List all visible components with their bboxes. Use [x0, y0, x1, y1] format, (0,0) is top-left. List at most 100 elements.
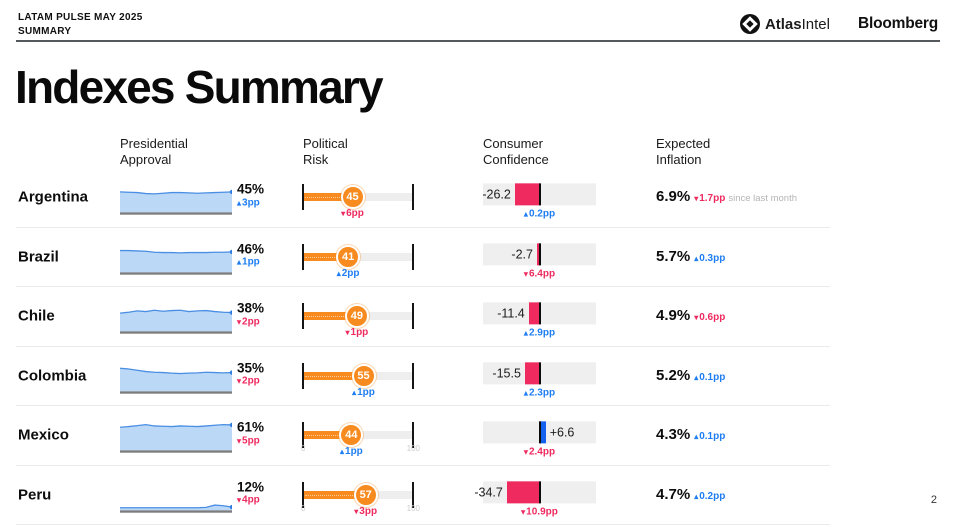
confidence-delta: ▴2.3pp	[524, 387, 555, 398]
table-row-chile: Chile 38% ▾2pp 49 ▾1pp -11.4 ▴2.9pp 4.9% ▾0.6pp	[16, 287, 830, 347]
inflation-delta-text: 1.7pp	[699, 193, 726, 205]
approval-delta: ▴1pp	[237, 257, 264, 269]
down-arrow-icon: ▾	[341, 209, 346, 219]
inflation-delta: ▴0.1pp	[694, 431, 725, 442]
risk-fill	[303, 252, 349, 261]
risk-fill	[303, 312, 357, 321]
confidence-bar: -11.4 ▴2.9pp	[483, 302, 596, 339]
risk-delta-text: 3pp	[359, 505, 378, 517]
page-title: Indexes Summary	[15, 61, 384, 113]
risk-axis-max: 100	[406, 444, 420, 454]
down-arrow-icon: ▾	[237, 317, 242, 327]
risk-delta: ▴1pp	[352, 387, 375, 398]
down-arrow-icon: ▾	[521, 507, 526, 517]
confidence-delta: ▾10.9pp	[521, 506, 558, 517]
approval-delta: ▾2pp	[237, 316, 264, 328]
risk-max-tick	[412, 422, 414, 449]
approval-cell: 35% ▾2pp	[237, 360, 264, 387]
risk-badge: 41	[336, 244, 361, 269]
confidence-zero-line	[538, 481, 541, 504]
risk-delta: ▾3pp	[354, 506, 377, 517]
up-arrow-icon: ▴	[523, 388, 528, 398]
confidence-delta: ▴2.9pp	[524, 328, 555, 339]
inflation-value: 4.9%	[656, 307, 691, 325]
approval-value: 38%	[237, 300, 265, 316]
up-arrow-icon: ▴	[339, 447, 345, 457]
risk-fill	[303, 431, 352, 440]
risk-delta: ▾6pp	[341, 208, 364, 219]
approval-delta: ▾4pp	[237, 495, 264, 507]
risk-bar: 55 ▴1pp	[302, 362, 414, 398]
approval-value: 35%	[237, 360, 265, 376]
confidence-value-bar	[506, 481, 540, 504]
atlasintel-icon	[739, 14, 760, 34]
up-arrow-icon: ▴	[237, 198, 242, 208]
up-arrow-icon: ▴	[523, 328, 528, 338]
down-arrow-icon: ▾	[694, 194, 699, 204]
approval-cell: 45% ▴3pp	[237, 182, 264, 209]
inflation-delta: ▴0.2pp	[694, 491, 725, 502]
approval-sparkline	[120, 249, 232, 275]
confidence-value: -2.7	[511, 247, 533, 262]
inflation-cell: 6.9% ▾1.7pp since last month	[656, 188, 797, 206]
confidence-value-bar	[524, 362, 540, 385]
risk-badge: 57	[353, 482, 378, 507]
approval-delta: ▴3pp	[237, 197, 264, 209]
inflation-value: 6.9%	[656, 188, 691, 206]
inflation-delta-text: 0.3pp	[699, 252, 726, 264]
risk-max-tick	[412, 243, 414, 270]
table-row-peru: Peru 12% ▾4pp 57 ▾3pp 0 100 -34.7 ▾10.9pp 4.7% ▴0.…	[16, 466, 830, 525]
inflation-delta-text: 0.2pp	[699, 490, 726, 502]
risk-delta-text: 1pp	[345, 446, 363, 458]
approval-delta-text: 2pp	[242, 316, 260, 328]
risk-max-tick	[412, 481, 414, 508]
country-label: Colombia	[18, 367, 87, 385]
confidence-bar: +6.6 ▾2.4pp	[483, 421, 596, 458]
column-header-consumer-confidence: Consumer Confidence	[483, 136, 549, 167]
confidence-value-bar	[536, 243, 540, 266]
confidence-delta-text: 2.9pp	[528, 327, 556, 339]
risk-delta-text: 2pp	[341, 267, 360, 279]
risk-min-tick	[302, 422, 304, 449]
confidence-delta-text: 2.3pp	[528, 387, 556, 399]
risk-fill	[303, 371, 364, 380]
risk-bar: 57 ▾3pp 0 100	[301, 481, 420, 517]
bloomberg-logo: Bloomberg	[857, 15, 938, 32]
table-row-colombia: Colombia 35% ▾2pp 55 ▴1pp -15.5 ▴2.3pp 5.2% ▴0.1…	[16, 347, 830, 406]
confidence-delta: ▴0.2pp	[524, 209, 555, 220]
inflation-value: 5.2%	[656, 366, 691, 384]
report-eyebrow: LATAM PULSE MAY 2025 SUMMARY	[18, 11, 143, 39]
confidence-zero-line	[538, 183, 541, 206]
inflation-value: 5.7%	[656, 247, 691, 265]
up-arrow-icon: ▴	[523, 209, 528, 219]
down-arrow-icon: ▾	[237, 495, 242, 505]
inflation-value: 4.7%	[656, 485, 691, 503]
approval-delta-text: 4pp	[242, 494, 260, 506]
inflation-cell: 5.7% ▴0.3pp	[656, 248, 725, 266]
eyebrow-line2: SUMMARY	[18, 26, 72, 37]
country-label: Chile	[18, 307, 55, 325]
risk-bar: 44 ▴1pp 0 100	[301, 422, 420, 457]
confidence-delta-text: 2.4pp	[528, 446, 556, 458]
approval-sparkline	[120, 504, 232, 513]
down-arrow-icon: ▾	[237, 376, 242, 386]
approval-cell: 46% ▴1pp	[237, 241, 264, 268]
risk-badge: 45	[340, 185, 365, 210]
risk-bar: 45 ▾6pp	[302, 184, 414, 219]
risk-min-tick	[302, 184, 304, 211]
approval-delta: ▾2pp	[237, 376, 264, 388]
inflation-note: since last month	[728, 193, 797, 205]
header-divider	[16, 40, 940, 42]
inflation-delta: ▴0.3pp	[694, 253, 725, 264]
risk-badge: 44	[339, 423, 364, 448]
risk-delta: ▴1pp	[340, 446, 363, 457]
risk-fill	[303, 193, 353, 202]
confidence-delta-text: 6.4pp	[528, 268, 556, 280]
column-header-expected-inflation: Expected Inflation	[656, 136, 711, 167]
confidence-delta: ▾6.4pp	[524, 268, 555, 279]
approval-value: 61%	[237, 419, 265, 435]
confidence-zero-line	[538, 302, 541, 325]
confidence-bar: -15.5 ▴2.3pp	[483, 362, 596, 398]
table-row-brazil: Brazil 46% ▴1pp 41 ▴2pp -2.7 ▾6.4pp 5.7% ▴0.3pp	[16, 228, 830, 287]
risk-delta: ▴2pp	[337, 268, 360, 279]
